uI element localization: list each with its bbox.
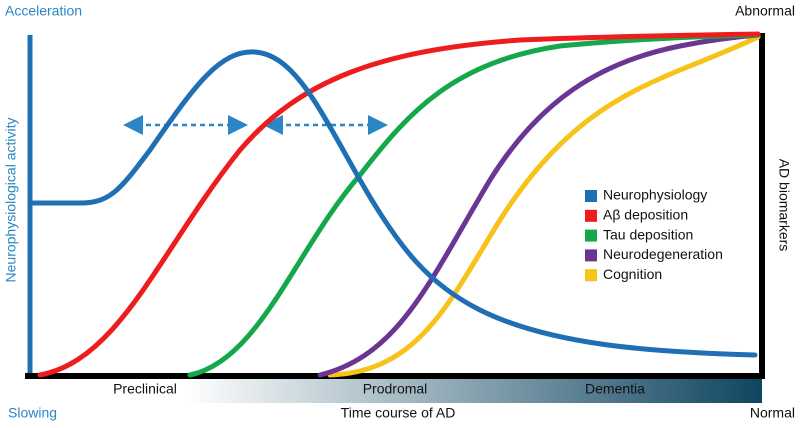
left-axis-label: Neurophysiological activity	[3, 118, 19, 283]
legend-swatch	[585, 249, 597, 262]
legend: Neurophysiology Aβ deposition Tau depositi…	[585, 187, 723, 282]
phase-label: Preclinical	[113, 381, 177, 397]
legend-label: Neurodegeneration	[603, 246, 723, 262]
right-axis-label: AD biomarkers	[776, 159, 792, 252]
legend-label: Tau deposition	[603, 226, 693, 242]
legend-swatch	[585, 269, 597, 282]
bottom-left-label: Slowing	[8, 405, 57, 421]
curve	[317, 32, 761, 378]
top-right-label: Abnormal	[735, 3, 795, 19]
curve	[37, 31, 761, 378]
bottom-right-label: Normal	[750, 405, 795, 421]
legend-swatch	[585, 229, 597, 242]
phase-label: Prodromal	[363, 381, 428, 397]
legend-label: Cognition	[603, 266, 662, 282]
legend-swatch	[585, 190, 597, 202]
time-band	[185, 378, 762, 403]
phase-label: Dementia	[585, 381, 645, 397]
curve	[327, 34, 761, 378]
curve	[27, 49, 758, 358]
x-axis-label: Time course of AD	[341, 405, 456, 421]
legend-swatch	[585, 209, 597, 222]
curve	[187, 32, 761, 378]
top-left-label: Acceleration	[5, 3, 82, 19]
legend-label: Neurophysiology	[603, 187, 707, 203]
legend-label: Aβ deposition	[603, 207, 688, 223]
